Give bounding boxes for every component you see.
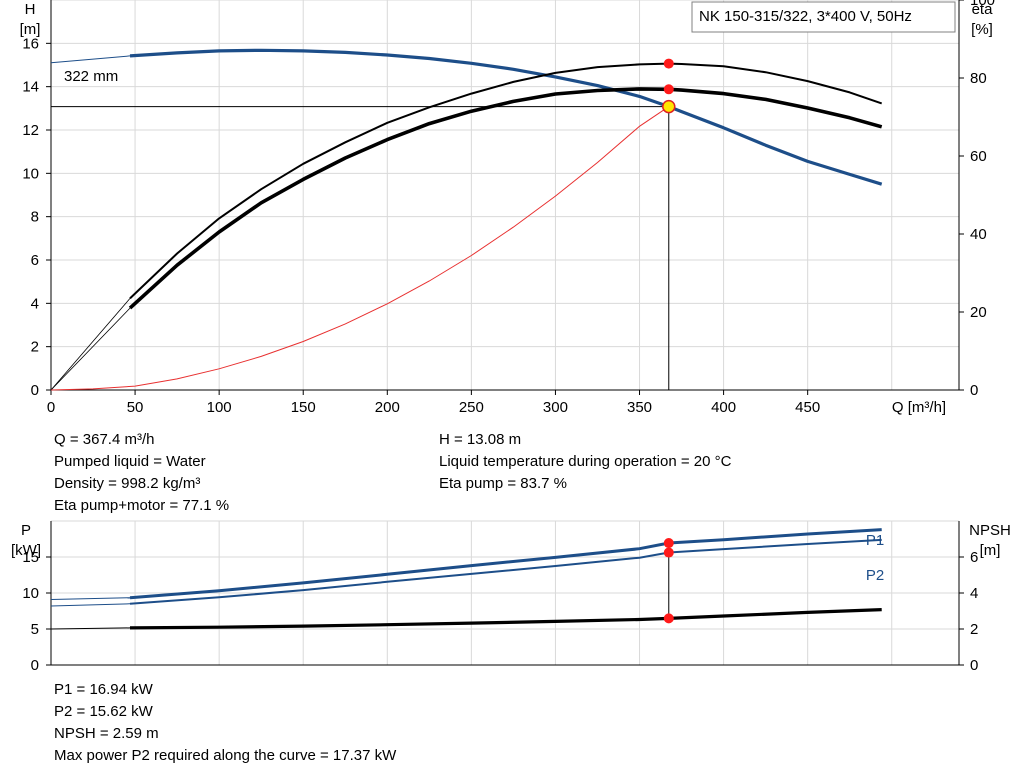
duty-point-marker [662, 99, 676, 114]
info-max-power: Max power P2 required along the curve = … [54, 747, 397, 764]
y-left-tick-label: 16 [22, 35, 39, 52]
p2-curve-extension [50, 603, 131, 607]
info-block-top-left: Q = 367.4 m³/h Pumped liquid = Water Den… [54, 429, 229, 517]
info-flow: Q = 367.4 m³/h [54, 431, 155, 448]
y-left-tick-label: 6 [31, 252, 39, 269]
info-p1: P1 = 16.94 kW [54, 681, 153, 698]
info-head: H = 13.08 m [439, 431, 522, 448]
x-tick-label: 400 [711, 399, 736, 416]
p1-point [663, 538, 674, 549]
info-density: Density = 998.2 kg/m³ [54, 475, 201, 492]
p1-curve-line [129, 528, 882, 600]
y-right-tick-label: 80 [970, 70, 987, 87]
info-p2: P2 = 15.62 kW [54, 703, 153, 720]
eta-total-line [128, 87, 883, 310]
p-axis-title: P [21, 522, 31, 539]
eta-pump-line [129, 62, 883, 300]
info-temperature: Liquid temperature during operation = 20… [439, 453, 732, 470]
info-block-bottom: P1 = 16.94 kW P2 = 15.62 kW NPSH = 2.59 … [54, 679, 396, 767]
y-left-axis-title: H [25, 1, 36, 18]
title-box [691, 1, 956, 33]
y-right-tick-label: 100 [970, 0, 995, 9]
x-tick-label: 0 [47, 399, 55, 416]
info-block-top-right: H = 13.08 m Liquid temperature during op… [439, 429, 731, 495]
y-left-tick-label: 12 [22, 122, 39, 139]
head-curve-line [129, 48, 883, 186]
npsh-tick-label: 2 [970, 621, 978, 638]
x-tick-label: 250 [459, 399, 484, 416]
p2-point [663, 547, 674, 558]
eta-pump-point [663, 58, 674, 69]
x-tick-label: 300 [543, 399, 568, 416]
eta-total-extension [50, 307, 131, 391]
x-tick-label: 100 [207, 399, 232, 416]
y-left-tick-label: 0 [31, 382, 39, 399]
y-right-axis-unit: [%] [971, 21, 993, 38]
y-left-tick-label: 10 [22, 165, 39, 182]
npsh-axis-unit: [m] [980, 542, 1001, 559]
info-liquid: Pumped liquid = Water [54, 453, 206, 470]
head-curve-extension [50, 55, 131, 64]
p2-curve-line [129, 538, 882, 605]
x-tick-label: 50 [127, 399, 144, 416]
curve-diameter-label: 322 mm [64, 68, 118, 85]
npsh-tick-label: 4 [970, 585, 978, 602]
x-tick-label: 350 [627, 399, 652, 416]
y-left-axis-unit: [m] [20, 21, 41, 38]
npsh-tick-label: 0 [970, 657, 978, 674]
y-right-tick-label: 60 [970, 148, 987, 165]
x-tick-label: 150 [291, 399, 316, 416]
npsh-curve-line [129, 608, 882, 630]
eta-total-point [663, 84, 674, 95]
eta-pump-extension [50, 298, 131, 391]
p1-curve-label: P1 [866, 532, 884, 549]
info-eta-pump: Eta pump = 83.7 % [439, 475, 567, 492]
x-axis-title: Q [m³/h] [892, 399, 946, 416]
y-right-tick-label: 20 [970, 304, 987, 321]
y-right-tick-label: 40 [970, 226, 987, 243]
p-tick-label: 0 [31, 657, 39, 674]
p2-curve-label: P2 [866, 567, 884, 584]
y-left-tick-label: 14 [22, 79, 39, 96]
system-curve-line [50, 106, 670, 391]
p-tick-label: 5 [31, 621, 39, 638]
y-left-tick-label: 2 [31, 339, 39, 356]
npsh-tick-label: 6 [970, 549, 978, 566]
npsh-point [663, 613, 674, 624]
p-tick-label: 15 [22, 549, 39, 566]
npsh-curve-extension [50, 627, 131, 630]
x-tick-label: 450 [795, 399, 820, 416]
info-npsh: NPSH = 2.59 m [54, 725, 159, 742]
y-right-tick-label: 0 [970, 382, 978, 399]
info-eta-total: Eta pump+motor = 77.1 % [54, 497, 230, 514]
chart-title: NK 150-315/322, 3*400 V, 50Hz [699, 8, 912, 25]
y-right-axis-title: eta [972, 1, 994, 18]
p-tick-label: 10 [22, 585, 39, 602]
x-tick-label: 200 [375, 399, 400, 416]
y-left-tick-label: 4 [31, 295, 39, 312]
y-left-tick-label: 8 [31, 209, 39, 226]
p1-curve-extension [50, 597, 131, 600]
p-axis-unit: [kW] [11, 542, 41, 559]
npsh-axis-title: NPSH [969, 522, 1011, 539]
